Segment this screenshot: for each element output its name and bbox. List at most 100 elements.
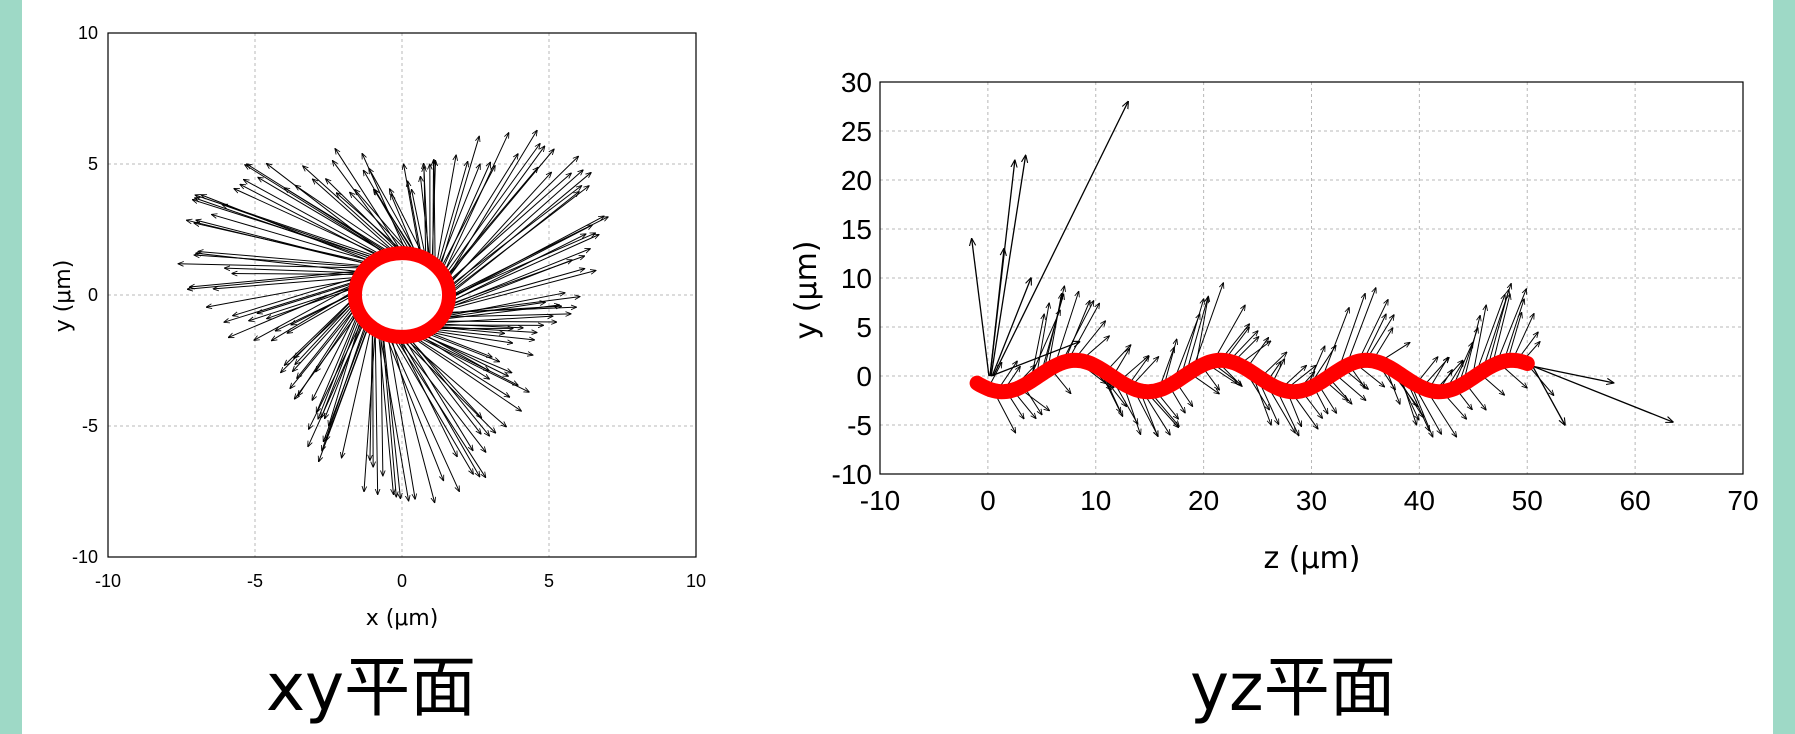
xy-x-tick-label: 5 (544, 571, 554, 591)
xy-force-arrow (333, 161, 402, 254)
xy-y-tick-label: 10 (78, 23, 98, 43)
xy-force-arrow (439, 166, 495, 271)
xy-force-arrow (395, 336, 485, 452)
xy-x-tick-label: -10 (95, 571, 121, 591)
yz-y-axis-label: y (μm) (789, 240, 824, 339)
xy-force-arrow (412, 190, 427, 259)
yz-force-arrow (1320, 308, 1350, 383)
yz-force-arrow (1486, 290, 1508, 369)
xy-force-arrow (391, 194, 417, 256)
xy-force-arrow (421, 332, 489, 371)
xy-plane-chart: -10 -5 0 5 10 -10 -5 0 5 10 x (μm) y (μm) (51, 23, 706, 631)
xy-force-arrow (416, 334, 518, 385)
xy-plane-caption: xy平面 (266, 649, 477, 726)
yz-force-arrow (1507, 313, 1522, 361)
xy-force-arrow (405, 336, 481, 434)
xy-force-arrow (313, 179, 397, 254)
xy-force-arrow (325, 318, 364, 418)
xy-force-arrow (437, 316, 553, 324)
yz-force-arrow (1495, 289, 1526, 365)
xy-force-arrow (335, 149, 403, 254)
xy-force-arrow (397, 336, 458, 457)
yz-y-tick-label: 5 (856, 312, 872, 343)
yz-y-tick-label: -10 (832, 459, 872, 490)
xy-force-arrow (364, 329, 376, 492)
xy-force-arrow (442, 293, 565, 318)
xy-force-arrow (429, 328, 535, 340)
yz-force-arrow (1213, 305, 1245, 362)
xy-y-tick-label: 5 (88, 154, 98, 174)
xy-force-arrow (207, 278, 359, 307)
yz-force-arrow (1363, 314, 1387, 361)
xy-force-arrow (267, 164, 387, 256)
xy-force-arrow (287, 293, 356, 333)
xy-force-arrow (308, 320, 366, 447)
yz-x-tick-label: 40 (1404, 485, 1435, 516)
xy-force-arrow (407, 336, 489, 436)
yz-grid (880, 82, 1743, 474)
yz-force-arrow-long (989, 249, 1004, 377)
yz-force-arrow (1060, 301, 1093, 364)
yz-y-tick-label: 20 (841, 165, 872, 196)
xy-force-arrow (424, 166, 426, 259)
yz-trajectory-path (969, 352, 1535, 400)
xy-grid (108, 33, 696, 557)
xy-force-arrow (425, 330, 533, 355)
xy-force-arrow (438, 321, 557, 322)
xy-trajectory-path (347, 246, 457, 344)
yz-force-arrow (1067, 303, 1100, 362)
yz-y-tick-label: 15 (841, 214, 872, 245)
right-edge-band (1773, 0, 1795, 734)
xy-force-arrow (448, 235, 599, 303)
xy-force-arrow (258, 177, 389, 256)
xy-force-arrow (387, 334, 459, 491)
yz-force-arrow (1042, 286, 1064, 374)
xy-force-arrow (309, 318, 364, 430)
xy-force-arrow (381, 332, 383, 475)
xy-y-tick-label: 0 (88, 285, 98, 305)
xy-force-arrow (387, 334, 415, 499)
xy-force-arrow (448, 234, 586, 304)
xy-force-arrow (329, 316, 363, 426)
xy-force-arrow (374, 329, 377, 494)
xy-force-arrow (381, 333, 396, 497)
xy-force-arrow (440, 162, 490, 273)
xy-force-arrow (369, 168, 419, 256)
xy-force-arrow (318, 313, 361, 419)
xy-x-tick-label: 0 (397, 571, 407, 591)
yz-force-arrow (1194, 296, 1208, 370)
xy-force-arrow (294, 299, 356, 358)
xy-force-arrow (410, 335, 521, 411)
xy-trajectory-ring (347, 246, 457, 344)
xy-force-arrow (408, 181, 423, 257)
yz-x-tick-label: -10 (860, 485, 900, 516)
yz-y-tick-label: 30 (841, 67, 872, 98)
xy-force-arrow (178, 264, 366, 269)
xy-force-arrow (362, 154, 408, 254)
xy-force-arrow (445, 271, 596, 311)
yz-force-arrow (1503, 299, 1524, 362)
yz-force-arrow (1035, 303, 1049, 378)
yz-x-tick-label: 30 (1296, 485, 1327, 516)
xy-force-arrow (404, 164, 421, 257)
yz-force-arrow (1179, 299, 1203, 379)
xy-force-arrow (212, 215, 374, 263)
yz-force-arrow (1365, 315, 1394, 361)
xy-force-arrow (445, 149, 554, 280)
yz-force-arrow-long (991, 278, 1031, 377)
yz-force-arrow-long (992, 102, 1128, 377)
xy-force-arrow (247, 164, 391, 255)
xy-force-arrow (224, 280, 358, 323)
yz-plot-frame (879, 81, 1744, 475)
xy-force-arrow (319, 324, 370, 462)
yz-force-arrow-long (990, 156, 1026, 377)
xy-force-arrow (195, 198, 376, 261)
xy-force-arrow (245, 165, 389, 256)
xy-force-arrow (432, 326, 505, 334)
xy-force-arrow (257, 281, 358, 313)
yz-trajectory-wave (969, 352, 1535, 400)
xy-force-arrow (402, 336, 473, 451)
xy-force-arrow (213, 276, 360, 289)
xy-force-arrow (267, 287, 356, 319)
